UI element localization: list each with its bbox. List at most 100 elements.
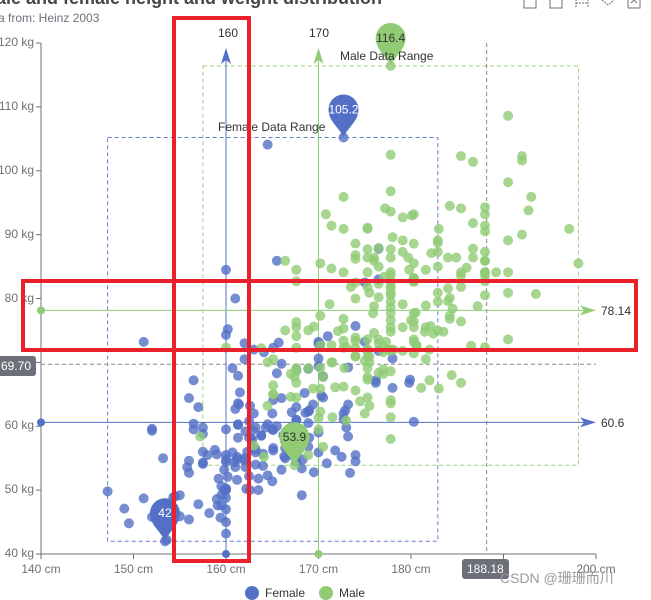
female-data-point[interactable]: [188, 424, 199, 435]
male-data-point[interactable]: [503, 334, 514, 345]
female-data-point[interactable]: [221, 492, 231, 503]
female-data-point[interactable]: [408, 416, 419, 427]
male-data-point[interactable]: [433, 383, 444, 394]
male-data-point[interactable]: [326, 263, 337, 274]
male-data-point[interactable]: [432, 296, 443, 307]
female-data-point[interactable]: [234, 387, 245, 398]
male-data-point[interactable]: [456, 316, 466, 327]
female-data-point[interactable]: [271, 368, 282, 379]
male-data-point[interactable]: [195, 431, 206, 442]
male-data-point[interactable]: [456, 270, 466, 281]
data-view-icon[interactable]: [523, 0, 537, 9]
female-data-point[interactable]: [245, 400, 255, 411]
male-data-point[interactable]: [385, 344, 396, 355]
male-data-point[interactable]: [432, 246, 443, 257]
male-data-point[interactable]: [362, 222, 373, 233]
save-image-icon[interactable]: [627, 0, 641, 9]
male-data-point[interactable]: [385, 186, 396, 197]
male-data-point[interactable]: [320, 209, 331, 220]
male-data-point[interactable]: [397, 345, 408, 356]
female-pin-marker[interactable]: 105.2: [328, 94, 359, 138]
male-data-point[interactable]: [289, 460, 300, 471]
male-data-point[interactable]: [491, 267, 502, 278]
female-data-point[interactable]: [248, 408, 259, 419]
male-data-point[interactable]: [385, 308, 396, 319]
male-data-point[interactable]: [326, 340, 337, 351]
female-data-point[interactable]: [250, 459, 261, 470]
female-data-point[interactable]: [233, 370, 243, 381]
male-data-point[interactable]: [350, 293, 361, 304]
female-data-point[interactable]: [229, 457, 240, 467]
male-data-point[interactable]: [359, 408, 370, 419]
male-data-point[interactable]: [362, 351, 373, 362]
female-data-point[interactable]: [209, 444, 220, 455]
female-data-point[interactable]: [322, 331, 333, 342]
male-data-point[interactable]: [339, 363, 350, 374]
female-data-point[interactable]: [267, 408, 278, 419]
male-data-point[interactable]: [408, 273, 419, 284]
female-data-point[interactable]: [387, 353, 398, 364]
male-data-point[interactable]: [385, 149, 396, 160]
male-data-point[interactable]: [341, 415, 352, 426]
female-data-point[interactable]: [308, 399, 318, 410]
male-data-point[interactable]: [385, 290, 396, 301]
female-data-point[interactable]: [244, 471, 255, 482]
male-data-point[interactable]: [248, 440, 259, 451]
female-data-point[interactable]: [123, 518, 134, 529]
female-data-point[interactable]: [219, 485, 230, 496]
male-data-point[interactable]: [517, 151, 527, 162]
female-data-point[interactable]: [338, 132, 349, 143]
female-data-point[interactable]: [370, 375, 381, 386]
female-data-point[interactable]: [343, 431, 354, 442]
female-data-point[interactable]: [233, 420, 243, 430]
male-data-point[interactable]: [466, 340, 477, 351]
male-data-point[interactable]: [385, 276, 396, 287]
female-data-point[interactable]: [227, 363, 238, 374]
female-data-point[interactable]: [268, 443, 279, 453]
female-data-point[interactable]: [184, 467, 194, 478]
female-data-point[interactable]: [336, 451, 347, 462]
female-data-point[interactable]: [197, 458, 208, 469]
female-data-point[interactable]: [102, 486, 113, 497]
male-data-point[interactable]: [408, 209, 419, 220]
male-data-point[interactable]: [355, 396, 366, 407]
male-data-point[interactable]: [291, 363, 302, 374]
male-data-point[interactable]: [291, 342, 302, 353]
male-data-point[interactable]: [350, 250, 361, 261]
male-data-point[interactable]: [385, 315, 396, 326]
male-data-point[interactable]: [268, 354, 279, 365]
male-data-point[interactable]: [456, 377, 466, 388]
female-data-point[interactable]: [296, 490, 307, 501]
male-data-point[interactable]: [420, 300, 431, 311]
male-data-point[interactable]: [451, 252, 462, 263]
male-data-point[interactable]: [315, 383, 326, 394]
male-pin-marker[interactable]: 116.4: [375, 22, 406, 66]
male-data-point[interactable]: [385, 434, 396, 444]
female-data-point[interactable]: [313, 353, 324, 364]
male-data-point[interactable]: [432, 325, 443, 336]
female-data-point[interactable]: [184, 514, 194, 525]
male-data-point[interactable]: [397, 322, 408, 333]
female-data-point[interactable]: [341, 422, 352, 433]
male-data-point[interactable]: [408, 322, 419, 333]
male-data-point[interactable]: [221, 342, 231, 353]
female-data-point[interactable]: [184, 393, 194, 404]
female-data-point[interactable]: [221, 264, 231, 275]
female-data-point[interactable]: [308, 467, 319, 478]
male-data-point[interactable]: [350, 332, 361, 343]
female-data-point[interactable]: [221, 517, 231, 528]
female-data-point[interactable]: [221, 424, 231, 435]
female-data-point[interactable]: [233, 432, 243, 443]
female-data-point[interactable]: [193, 499, 204, 510]
male-data-point[interactable]: [368, 308, 379, 319]
female-data-point[interactable]: [318, 392, 329, 403]
legend-item-female[interactable]: Female: [245, 586, 305, 600]
male-data-point[interactable]: [385, 244, 396, 255]
female-data-point[interactable]: [221, 528, 231, 539]
male-data-point[interactable]: [444, 310, 455, 321]
female-data-point[interactable]: [350, 321, 361, 331]
female-data-point[interactable]: [138, 336, 149, 347]
female-data-point[interactable]: [286, 407, 297, 418]
male-data-point[interactable]: [362, 374, 373, 385]
male-data-point[interactable]: [362, 244, 373, 255]
